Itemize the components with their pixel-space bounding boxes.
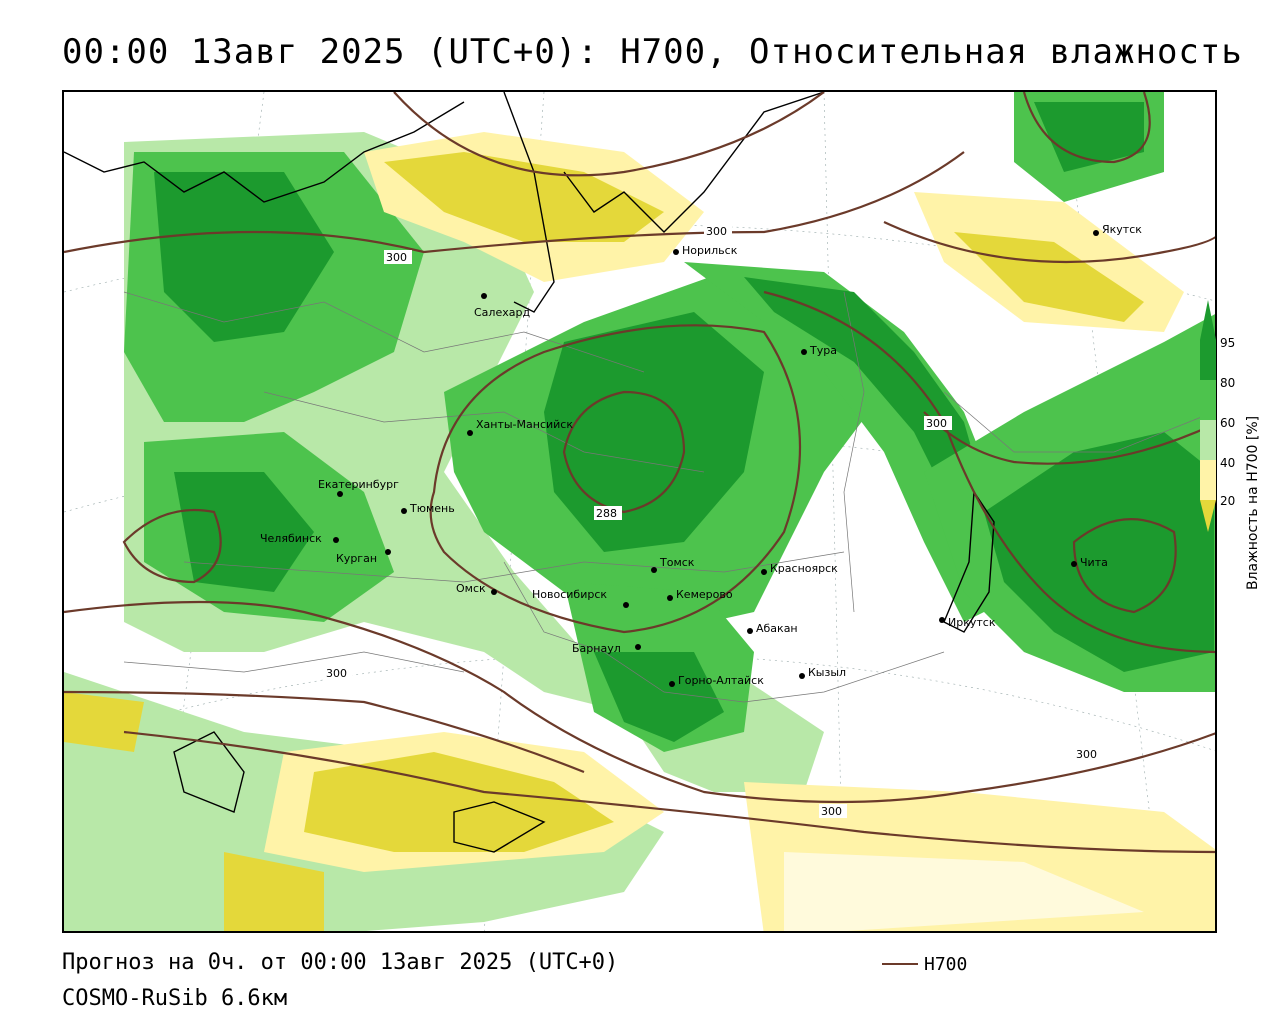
city-marker [1093,230,1099,236]
city-label: Барнаул [572,642,621,655]
city-marker [1071,561,1077,567]
colorbar-tick: 60 [1220,416,1236,430]
city-marker [673,249,679,255]
humidity-colorbar [1200,300,1216,532]
city-label: Кызыл [808,666,846,679]
city-label: Тюмень [409,502,455,515]
city-marker [651,567,657,573]
forecast-caption: Прогноз на 0ч. от 00:00 13авг 2025 (UTC+… [62,950,619,975]
contour-label: 300 [821,805,842,818]
contour-label: 300 [1076,748,1097,761]
city-label: Иркутск [948,616,996,629]
city-label: Челябинск [260,532,322,545]
map-title: 00:00 13авг 2025 (UTC+0): H700, Относите… [62,32,1243,72]
city-marker [761,569,767,575]
city-marker [467,430,473,436]
city-label: Красноярск [770,562,838,575]
city-marker [333,537,339,543]
model-caption: COSMO-RuSib 6.6км [62,986,288,1011]
colorbar-tick: 20 [1220,494,1236,508]
city-label: Норильск [682,244,738,257]
colorbar-segment [1200,380,1216,420]
city-marker [385,549,391,555]
humidity-map: 300 300 300 288 300 300 300 Якутск Норил… [64,92,1215,931]
city-label: Салехард [474,306,530,319]
coastlines [64,92,995,853]
colorbar-tick: 95 [1220,336,1236,350]
city-label: Екатеринбург [318,478,399,491]
colorbar-segment [1200,420,1216,460]
h700-contours [64,92,1215,854]
city-label: Кемерово [676,588,733,601]
city-marker [939,617,945,623]
city-label: Омск [456,582,486,595]
city-label: Ханты-Мансийск [476,418,573,431]
city-label: Новосибирск [532,588,607,601]
contour-legend-label: H700 [924,954,968,975]
colorbar-title: Влажность на H700 [%] [1245,415,1261,590]
map-panel: 300 300 300 288 300 300 300 Якутск Норил… [62,90,1217,933]
contour-label: 300 [386,251,407,264]
city-marker [337,491,343,497]
colorbar-tick: 80 [1220,376,1236,390]
region-borders [123,291,1215,703]
city-marker [401,508,407,514]
city-label: Чита [1080,556,1108,569]
city-label: Курган [336,552,377,565]
city-label: Якутск [1102,223,1142,236]
contour-label: 288 [596,507,617,520]
colorbar-tick: 40 [1220,456,1236,470]
city-marker [667,595,673,601]
city-markers: Якутск Норильск Салехард Тура Ханты-Манс… [260,223,1142,687]
city-marker [669,681,675,687]
city-marker [747,628,753,634]
city-label: Тура [809,344,837,357]
contour-label: 300 [926,417,947,430]
colorbar-segment [1200,460,1216,500]
contour-legend-line [882,963,918,965]
city-marker [481,293,487,299]
city-marker [623,602,629,608]
contour-label: 300 [326,667,347,680]
colorbar-arrow-bottom [1200,500,1216,532]
contour-labels: 300 300 300 288 300 300 300 [324,224,1102,818]
colorbar-arrow-top [1200,300,1216,340]
humidity-fields [64,92,1215,931]
city-label: Абакан [756,622,798,635]
city-label: Томск [659,556,695,569]
city-marker [635,644,641,650]
colorbar-segment [1200,340,1216,380]
contour-label: 300 [706,225,727,238]
city-label: Горно-Алтайск [678,674,764,687]
city-marker [799,673,805,679]
city-marker [491,589,497,595]
city-marker [801,349,807,355]
